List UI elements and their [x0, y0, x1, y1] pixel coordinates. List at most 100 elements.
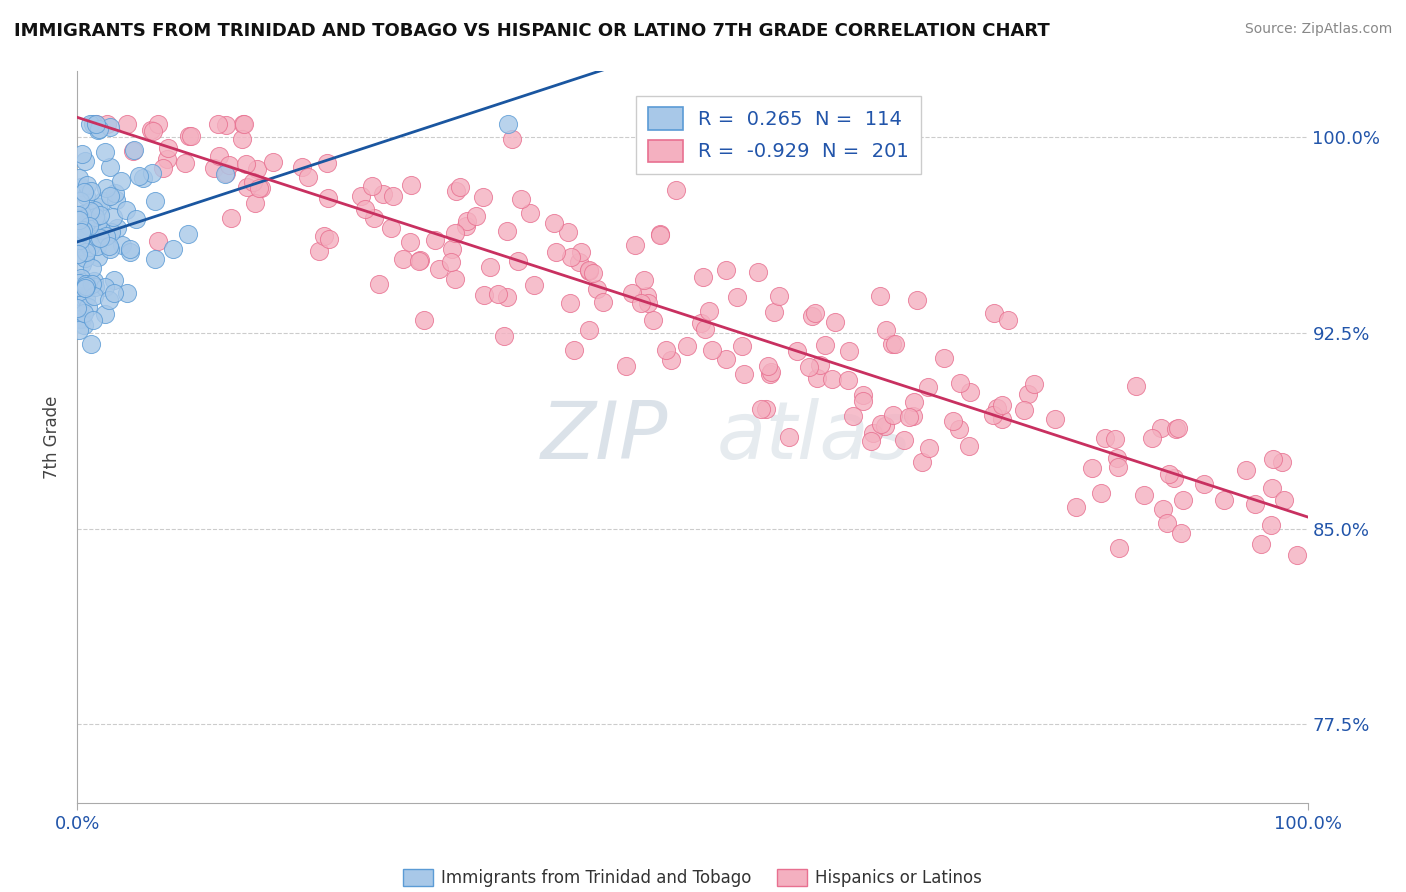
- Point: [842, 409, 865, 423]
- Point: [242, 175, 264, 189]
- Point: [363, 211, 385, 226]
- Point: [70, 298, 93, 312]
- Point: [72, 246, 94, 260]
- Point: [290, 160, 312, 174]
- Point: [1156, 516, 1178, 531]
- Point: [76, 235, 98, 250]
- Point: [70, 228, 93, 243]
- Point: [523, 278, 546, 293]
- Point: [232, 117, 254, 131]
- Point: [111, 238, 134, 252]
- Point: [246, 161, 269, 176]
- Point: [318, 191, 340, 205]
- Point: [412, 313, 434, 327]
- Point: [714, 263, 737, 277]
- Point: [546, 244, 568, 259]
- Point: [637, 295, 659, 310]
- Point: [86, 215, 108, 229]
- Point: [1152, 501, 1174, 516]
- Point: [1164, 421, 1187, 435]
- Point: [77, 300, 100, 314]
- Point: [70, 207, 93, 221]
- Point: [122, 144, 145, 158]
- Point: [1140, 431, 1163, 445]
- Point: [875, 323, 897, 337]
- Point: [142, 124, 165, 138]
- Point: [797, 360, 820, 375]
- Point: [768, 289, 790, 303]
- Point: [72, 229, 94, 244]
- Point: [243, 195, 266, 210]
- Point: [67, 279, 90, 293]
- Point: [578, 323, 600, 337]
- Point: [676, 339, 699, 353]
- Point: [918, 441, 941, 455]
- Point: [633, 273, 655, 287]
- Point: [120, 244, 142, 259]
- Point: [146, 235, 169, 249]
- Point: [509, 192, 531, 206]
- Point: [132, 171, 155, 186]
- Point: [86, 200, 108, 214]
- Point: [586, 282, 609, 296]
- Point: [218, 158, 240, 172]
- Point: [1213, 492, 1236, 507]
- Point: [837, 373, 859, 387]
- Point: [219, 211, 242, 225]
- Point: [801, 309, 824, 323]
- Point: [893, 434, 915, 448]
- Point: [120, 242, 142, 256]
- Point: [156, 152, 179, 166]
- Point: [408, 253, 430, 268]
- Point: [73, 318, 96, 333]
- Point: [814, 338, 837, 352]
- Point: [67, 220, 90, 235]
- Point: [76, 178, 98, 193]
- Point: [128, 169, 150, 183]
- Point: [1261, 451, 1284, 466]
- Point: [174, 156, 197, 170]
- Point: [80, 336, 103, 351]
- Point: [67, 208, 90, 222]
- Point: [838, 343, 860, 358]
- Point: [1150, 420, 1173, 434]
- Point: [354, 202, 377, 216]
- Point: [69, 233, 91, 247]
- Point: [759, 366, 782, 380]
- Point: [821, 372, 844, 386]
- Point: [79, 117, 101, 131]
- Point: [100, 242, 122, 256]
- Point: [207, 117, 229, 131]
- Point: [67, 212, 90, 227]
- Point: [73, 218, 96, 232]
- Point: [1271, 455, 1294, 469]
- Point: [778, 430, 800, 444]
- Point: [650, 227, 672, 242]
- Point: [1272, 493, 1295, 508]
- Point: [659, 353, 682, 368]
- Point: [700, 343, 723, 357]
- Point: [70, 311, 93, 326]
- Point: [423, 233, 446, 247]
- Point: [67, 218, 90, 232]
- Point: [104, 186, 127, 200]
- Point: [444, 184, 467, 198]
- Point: [1066, 500, 1088, 514]
- Point: [114, 203, 136, 218]
- Point: [75, 291, 97, 305]
- Point: [73, 305, 96, 319]
- Point: [139, 123, 162, 137]
- Point: [883, 336, 905, 351]
- Point: [786, 343, 808, 358]
- Point: [472, 288, 495, 302]
- Point: [408, 253, 430, 268]
- Point: [636, 289, 658, 303]
- Point: [93, 279, 115, 293]
- Point: [449, 180, 471, 194]
- Point: [1244, 497, 1267, 511]
- Point: [177, 128, 200, 143]
- Point: [1261, 481, 1284, 495]
- Point: [859, 434, 882, 448]
- Point: [69, 211, 91, 225]
- Point: [496, 290, 519, 304]
